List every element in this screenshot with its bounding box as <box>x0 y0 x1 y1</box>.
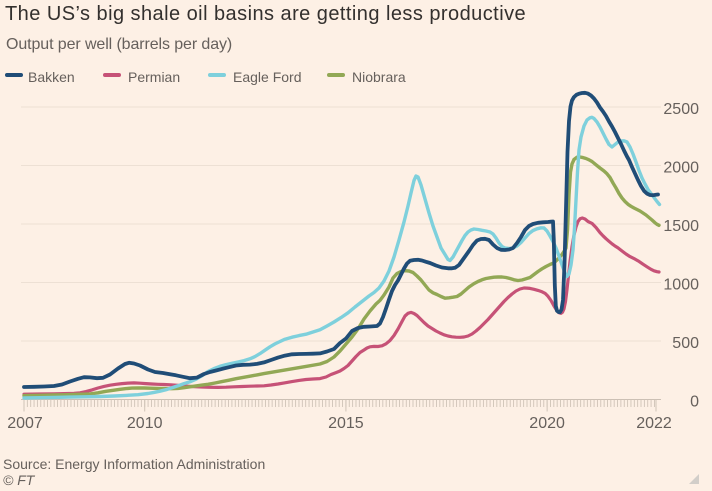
svg-text:1000: 1000 <box>663 276 699 293</box>
svg-text:500: 500 <box>672 335 699 352</box>
svg-text:2015: 2015 <box>328 415 364 432</box>
svg-text:0: 0 <box>690 393 699 410</box>
svg-text:2020: 2020 <box>529 415 565 432</box>
svg-text:2500: 2500 <box>663 101 699 118</box>
svg-text:2022: 2022 <box>636 415 672 432</box>
svg-text:1500: 1500 <box>663 218 699 235</box>
svg-text:2007: 2007 <box>7 415 43 432</box>
svg-text:2000: 2000 <box>663 159 699 176</box>
svg-text:2010: 2010 <box>127 415 163 432</box>
